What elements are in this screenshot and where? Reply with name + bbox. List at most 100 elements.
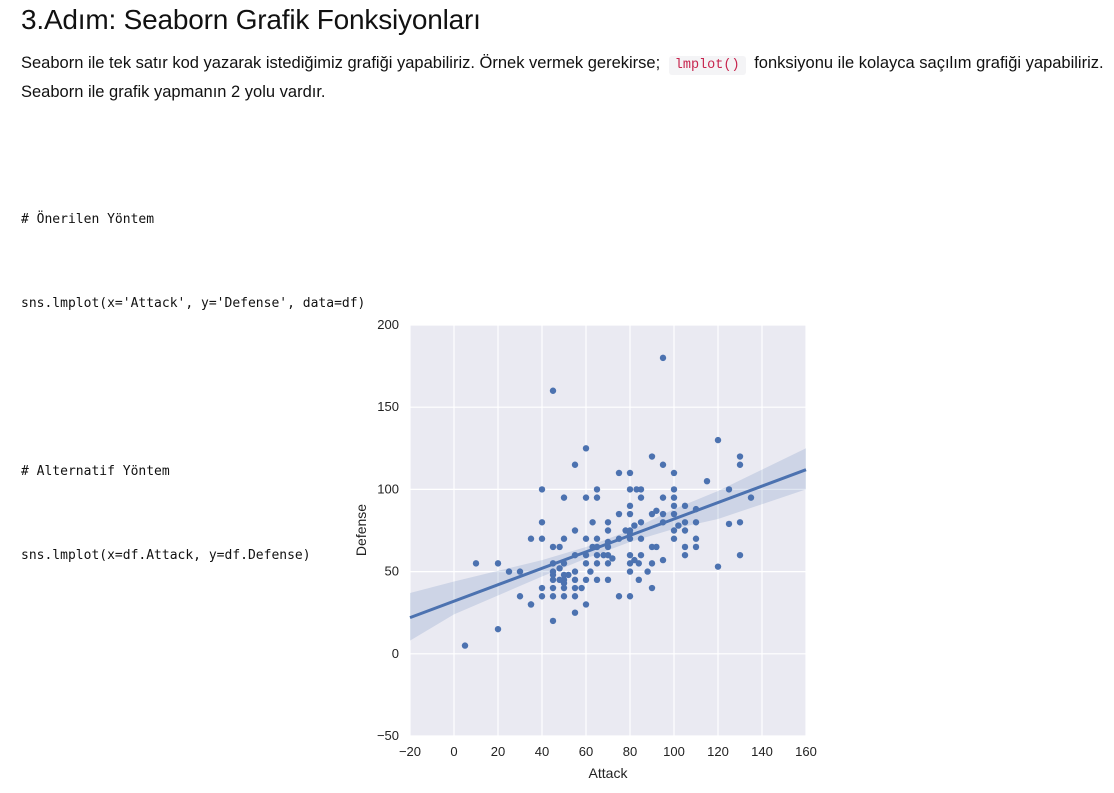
- data-point: [648, 543, 656, 551]
- data-point: [549, 568, 557, 575]
- data-point: [527, 535, 535, 542]
- data-point: [637, 535, 645, 542]
- data-point: [675, 522, 682, 529]
- data-point: [461, 642, 469, 649]
- x-tick-label: 160: [795, 744, 817, 759]
- code-comment-recommended: # Önerilen Yöntem: [21, 212, 155, 227]
- y-tick-label: 150: [377, 399, 399, 414]
- data-point: [604, 560, 612, 567]
- data-point: [571, 576, 579, 584]
- data-point: [615, 469, 623, 477]
- data-point: [472, 560, 480, 567]
- data-point: [648, 560, 656, 567]
- inline-code-lmplot: lmplot(): [668, 56, 746, 75]
- intro-text-before: Seaborn ile tek satır kod yazarak istedi…: [21, 54, 661, 72]
- data-point: [626, 510, 634, 518]
- data-point: [637, 519, 645, 526]
- data-point: [582, 445, 590, 452]
- data-point: [560, 593, 568, 600]
- data-point: [604, 527, 612, 534]
- data-point: [582, 560, 590, 567]
- data-point: [549, 576, 557, 584]
- data-point: [604, 551, 612, 559]
- data-point: [692, 543, 700, 551]
- data-point: [582, 601, 590, 608]
- data-point: [725, 520, 733, 528]
- data-point: [670, 502, 678, 510]
- data-point: [626, 469, 634, 477]
- data-point: [681, 543, 689, 551]
- data-point: [648, 453, 656, 460]
- data-point: [516, 568, 524, 575]
- y-tick-label: 0: [392, 646, 399, 661]
- data-point: [659, 494, 667, 501]
- data-point: [549, 617, 557, 625]
- data-point: [593, 576, 601, 584]
- data-point: [681, 519, 689, 526]
- data-point: [516, 593, 524, 600]
- data-point: [560, 584, 568, 592]
- data-point: [635, 576, 642, 584]
- y-axis-label: Defense: [353, 504, 369, 556]
- data-point: [556, 543, 563, 551]
- y-tick-label: 50: [385, 564, 399, 579]
- data-point: [549, 387, 557, 394]
- data-point: [538, 593, 546, 600]
- data-point: [736, 551, 744, 559]
- data-point: [648, 510, 656, 518]
- data-point: [494, 560, 502, 567]
- page-title: 3.Adım: Seaborn Grafik Fonksiyonları: [21, 4, 481, 35]
- data-point: [725, 486, 733, 493]
- x-tick-labels: −20 0 20 40 60 80 100 120 140 160: [399, 744, 817, 759]
- data-point: [653, 507, 660, 514]
- data-point: [644, 568, 651, 575]
- data-point: [494, 625, 502, 633]
- data-point: [549, 543, 557, 551]
- data-point: [538, 486, 546, 493]
- data-point: [626, 551, 634, 559]
- x-tick-label: 80: [623, 744, 637, 759]
- data-point: [648, 584, 656, 592]
- data-point: [626, 568, 634, 575]
- data-point: [703, 477, 711, 485]
- data-point: [670, 469, 678, 477]
- x-tick-label: 40: [535, 744, 549, 759]
- data-point: [670, 535, 678, 542]
- data-point: [635, 560, 642, 567]
- data-point: [681, 502, 689, 510]
- data-point: [747, 494, 755, 501]
- data-point: [637, 494, 645, 501]
- y-tick-labels: −50 0 50 100 150 200: [377, 317, 399, 743]
- data-point: [714, 563, 722, 570]
- intro-paragraph: Seaborn ile tek satır kod yazarak istedi…: [21, 50, 1106, 106]
- data-point: [556, 565, 563, 572]
- data-point: [604, 576, 612, 584]
- data-point: [538, 519, 546, 526]
- data-point: [582, 494, 590, 501]
- x-tick-label: 60: [579, 744, 593, 759]
- data-point: [626, 527, 634, 534]
- data-point: [571, 527, 579, 534]
- data-point: [681, 551, 689, 559]
- data-point: [582, 576, 590, 584]
- regression-line: [409, 468, 807, 620]
- data-point: [571, 609, 579, 616]
- data-point: [714, 436, 722, 444]
- data-point: [565, 571, 572, 579]
- data-point: [560, 576, 568, 584]
- y-tick-label: −50: [377, 728, 399, 743]
- x-tick-label: 20: [491, 744, 505, 759]
- code-line-alternative: sns.lmplot(x=df.Attack, y=df.Defense): [21, 548, 311, 563]
- data-point: [653, 543, 660, 551]
- code-comment-alternative: # Alternatif Yöntem: [21, 464, 170, 479]
- intro-line-1: Seaborn ile tek satır kod yazarak istedi…: [21, 50, 1106, 79]
- data-point: [600, 551, 607, 559]
- code-block: # Önerilen Yöntem sns.lmplot(x='Attack',…: [21, 150, 365, 598]
- data-point: [593, 535, 601, 542]
- data-point: [659, 556, 667, 564]
- data-point: [631, 522, 638, 529]
- data-point: [670, 486, 678, 493]
- data-point: [736, 519, 744, 526]
- data-point: [637, 551, 645, 559]
- data-point: [736, 461, 744, 468]
